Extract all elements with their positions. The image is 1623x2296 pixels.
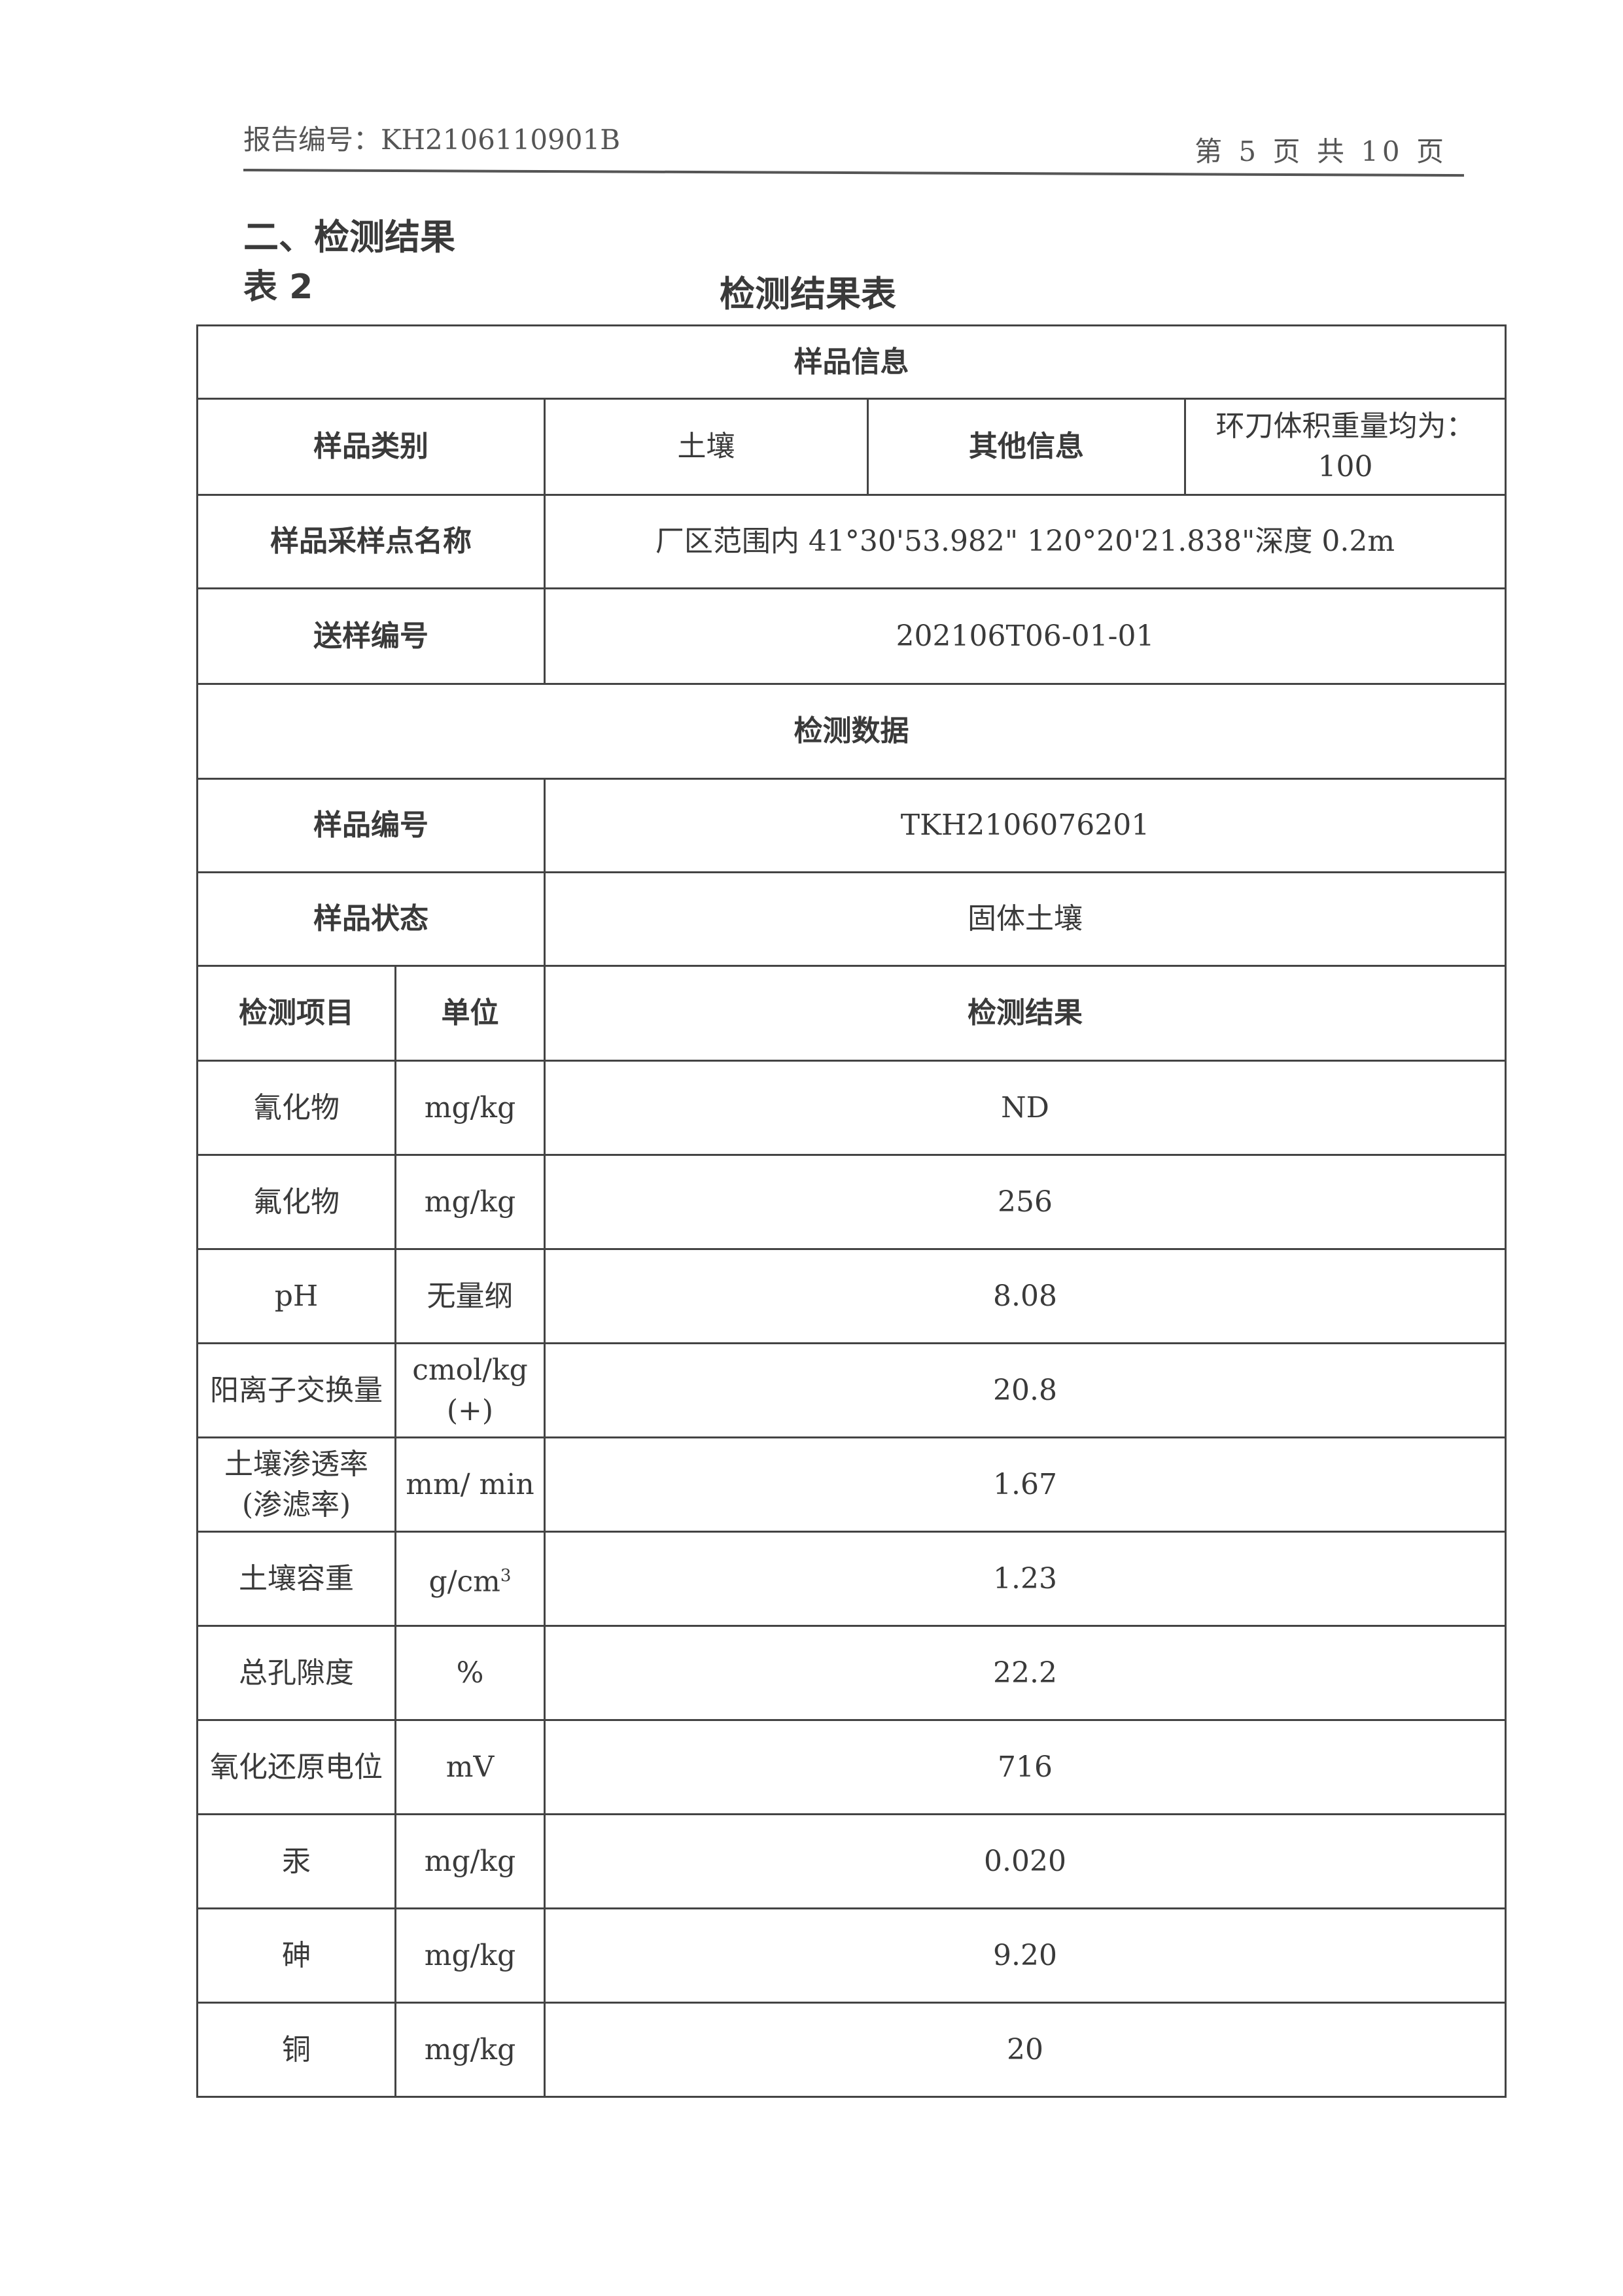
result-cell: 716 [543, 1719, 1507, 1815]
other-info-value: 环刀体积重量均为：100 [1183, 398, 1507, 496]
item-cell: 氧化还原电位 [196, 1719, 396, 1815]
table-row: 氰化物 mg/kg ND [196, 1060, 1507, 1156]
column-header-unit: 单位 [394, 965, 546, 1062]
item-cell: 总孔隙度 [196, 1625, 396, 1721]
result-cell: 22.2 [543, 1625, 1507, 1721]
sampling-site-value: 厂区范围内 41°30'53.982" 120°20'21.838"深度 0.2… [543, 494, 1507, 589]
item-cell: 氰化物 [196, 1060, 396, 1156]
header-divider [243, 169, 1464, 177]
sample-no-label: 样品编号 [196, 778, 546, 873]
unit-text: mV [445, 1750, 495, 1784]
unit-cell: mm/ min [394, 1436, 546, 1533]
report-number: 报告编号：KH2106110901B [243, 124, 621, 156]
unit-cell: mg/kg [394, 1154, 546, 1250]
table-row: 铜 mg/kg 20 [196, 2002, 1507, 2098]
sample-no-value: TKH2106076201 [543, 778, 1507, 873]
table-row: 总孔隙度% 22.2 [196, 1625, 1507, 1721]
delivery-no-label: 送样编号 [196, 587, 546, 685]
result-cell: 9.20 [543, 1907, 1507, 2004]
sample-state-label: 样品状态 [196, 871, 546, 967]
results-table: 样品信息 样品类别 土壤 其他信息 环刀体积重量均为：100 样品采样点名称 厂… [196, 324, 1507, 2098]
other-info-label: 其他信息 [867, 398, 1186, 496]
unit-cell: mg/kg [394, 1813, 546, 1909]
table-row: 土壤容重 g/cm3 1.23 [196, 1531, 1507, 1627]
item-cell: 氟化物 [196, 1154, 396, 1250]
item-cell: 土壤渗透率(渗滤率) [196, 1436, 396, 1533]
result-cell: 1.67 [543, 1436, 1507, 1533]
unit-text: mg/kg [424, 2032, 516, 2066]
unit-superscript: 3 [500, 1565, 512, 1586]
unit-cell: mg/kg [394, 1907, 546, 2004]
unit-text: % [456, 1656, 484, 1690]
unit-text: 无量纲 [427, 1279, 514, 1313]
unit-text: g/cm [428, 1565, 500, 1599]
category-value: 土壤 [544, 398, 869, 496]
category-label: 样品类别 [196, 398, 546, 496]
column-header-result: 检测结果 [543, 965, 1507, 1062]
result-cell: 0.020 [543, 1813, 1507, 1909]
item-cell: 阳离子交换量 [196, 1342, 396, 1438]
unit-text: mg/kg [424, 1185, 516, 1219]
delivery-no-value: 202106T06-01-01 [543, 587, 1507, 685]
item-cell: 汞 [196, 1813, 396, 1909]
item-cell: 土壤容重 [196, 1531, 396, 1627]
table-label: 表 2 [243, 268, 313, 307]
unit-cell: mV [394, 1719, 546, 1815]
table-row: 阳离子交换量 cmol/kg (+) 20.8 [196, 1342, 1507, 1438]
section-title: 二、检测结果 [243, 217, 455, 258]
sample-info-heading: 样品信息 [196, 324, 1507, 400]
test-data-heading: 检测数据 [196, 683, 1507, 780]
unit-text: mg/kg [424, 1844, 516, 1878]
table-title: 检测结果表 [720, 273, 896, 315]
unit-cell: cmol/kg (+) [394, 1342, 546, 1438]
result-cell: 20 [543, 2002, 1507, 2098]
page-indicator: 第 5 页 共 10 页 [1195, 135, 1448, 167]
sampling-site-label: 样品采样点名称 [196, 494, 546, 589]
item-cell: 铜 [196, 2002, 396, 2098]
unit-text: cmol/kg (+) [412, 1353, 528, 1427]
unit-cell: g/cm3 [394, 1531, 546, 1627]
unit-cell: mg/kg [394, 1060, 546, 1156]
result-cell: 256 [543, 1154, 1507, 1250]
result-cell: 8.08 [543, 1248, 1507, 1344]
table-row: pH 无量纲 8.08 [196, 1248, 1507, 1344]
unit-text: mg/kg [424, 1090, 516, 1124]
table-row: 土壤渗透率(渗滤率) mm/ min 1.67 [196, 1436, 1507, 1533]
column-header-item: 检测项目 [196, 965, 396, 1062]
item-cell: pH [196, 1248, 396, 1344]
result-cell: 20.8 [543, 1342, 1507, 1438]
unit-text: mm/ min [406, 1467, 534, 1501]
result-cell: ND [543, 1060, 1507, 1156]
unit-cell: mg/kg [394, 2002, 546, 2098]
unit-cell: 无量纲 [394, 1248, 546, 1344]
table-row: 砷 mg/kg 9.20 [196, 1907, 1507, 2004]
sample-state-value: 固体土壤 [543, 871, 1507, 967]
table-row: 氟化物 mg/kg 256 [196, 1154, 1507, 1250]
item-cell: 砷 [196, 1907, 396, 2004]
result-cell: 1.23 [543, 1531, 1507, 1627]
table-row: 氧化还原电位 mV 716 [196, 1719, 1507, 1815]
unit-text: mg/kg [424, 1938, 516, 1972]
table-row: 汞 mg/kg 0.020 [196, 1813, 1507, 1909]
unit-cell: % [394, 1625, 546, 1721]
